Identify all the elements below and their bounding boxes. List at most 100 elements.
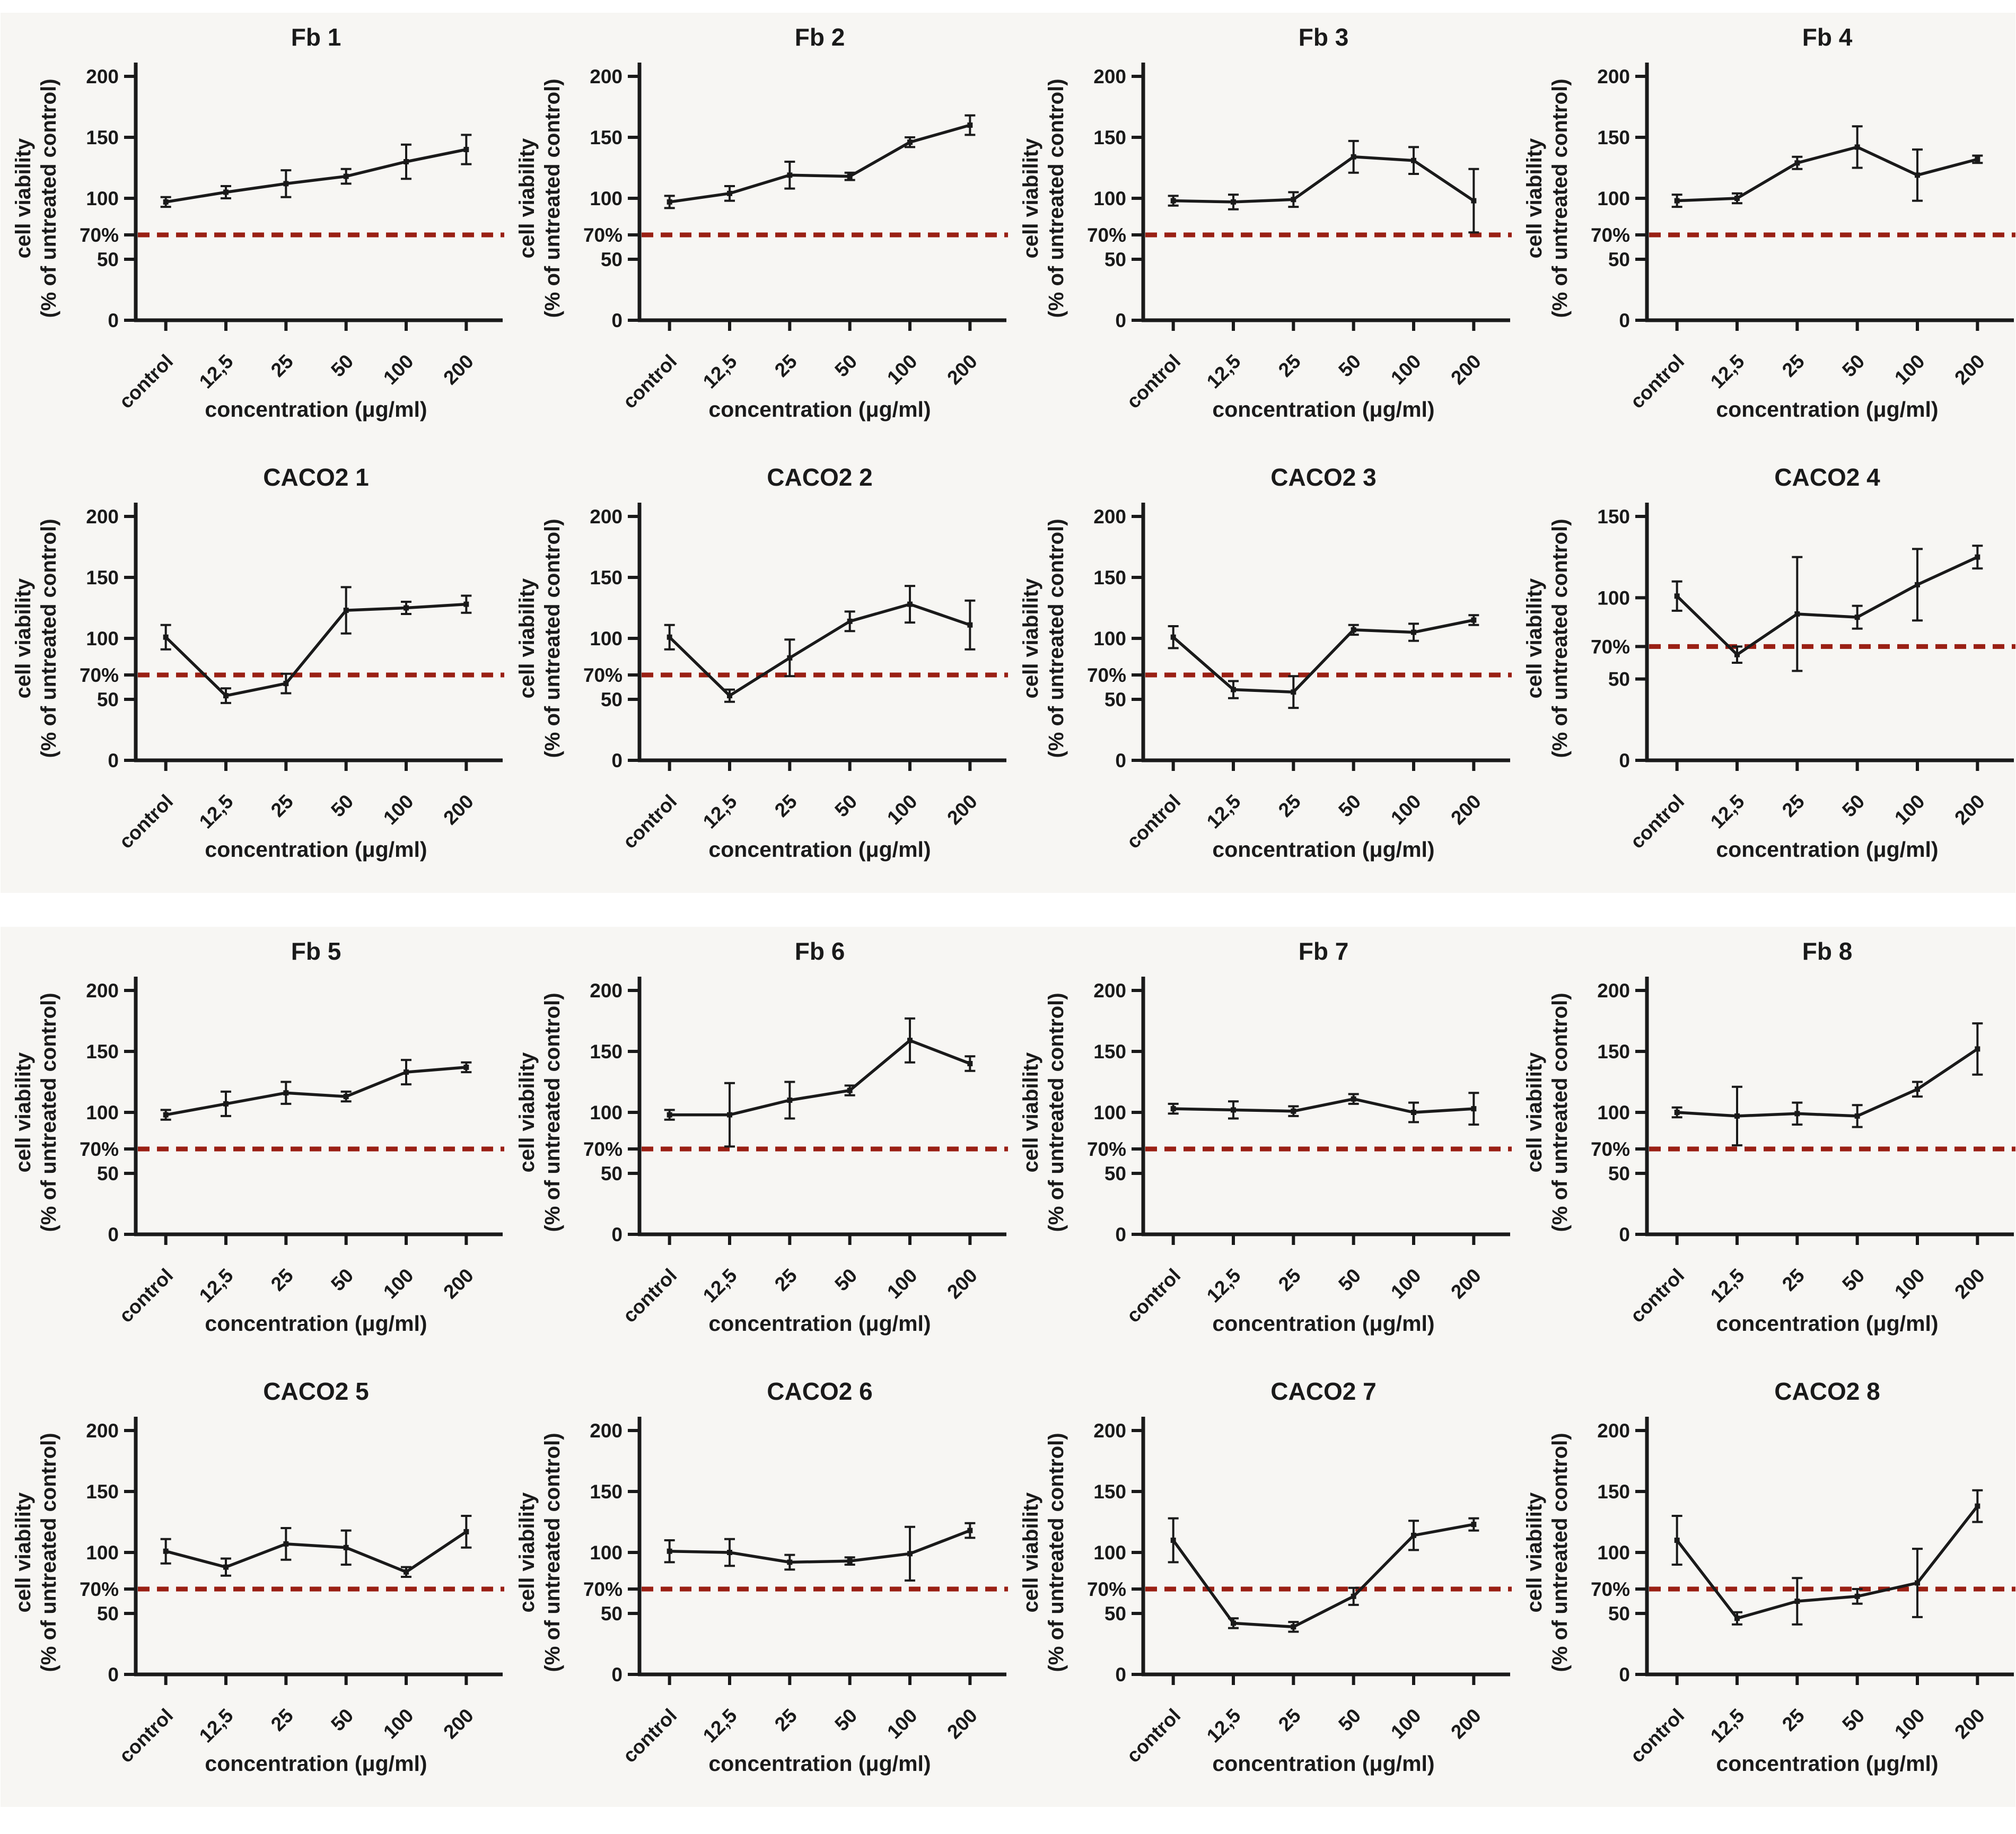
series-markers (1170, 154, 1477, 205)
series-line (669, 1529, 971, 1564)
chart-plot: CACO2 6 cell viability (% of untreated con… (515, 1377, 1008, 1776)
y-tick-label: 50 (97, 249, 119, 270)
x-tick-label: 100 (379, 350, 418, 389)
y-tick-label: 200 (1597, 66, 1630, 87)
axes (134, 1417, 503, 1677)
y-tick-label: 0 (1115, 1664, 1126, 1686)
error-bars (1671, 1489, 1983, 1626)
y-axis-label-line1: cell viability (1523, 138, 1546, 259)
x-tick-label: control (1123, 791, 1185, 853)
x-tick-label: 200 (943, 350, 981, 389)
x-tick-label: control (1123, 350, 1185, 413)
x-tick-label: 25 (267, 791, 297, 821)
y-tick-label: 50 (1105, 689, 1126, 710)
series-markers (1170, 617, 1477, 695)
x-tick-label: 100 (1890, 350, 1929, 389)
series-markers (163, 601, 469, 699)
series-line (669, 1039, 971, 1117)
y-axis-ticks: 0 50 100 150 200 (590, 506, 639, 771)
x-tick-label: 200 (1950, 791, 1989, 829)
x-tick-label: 12,5 (699, 791, 741, 833)
x-tick-label: control (115, 350, 178, 413)
x-tick-label: 25 (1778, 350, 1809, 381)
chart-panel: CACO2 8 cell viability (% of untreated con… (1512, 1367, 2015, 1807)
series-markers (1674, 554, 1980, 657)
y-tick-label: 0 (1115, 310, 1126, 331)
axes (134, 503, 503, 762)
y-tick-label: 100 (1093, 628, 1126, 650)
y-axis-label-line2: (% of untreated control) (1045, 519, 1068, 758)
y-tick-label: 0 (611, 1224, 623, 1245)
y-axis-ticks: 0 50 100 150 (1597, 506, 1647, 771)
y-axis-label-line2: (% of untreated control) (541, 519, 564, 758)
x-tick-label: control (115, 1705, 178, 1767)
chart-panel: Fb 8 cell viability (% of untreated contro… (1512, 927, 2015, 1367)
figure-grid-top: Fb 1 cell viability (% of untreated contro… (1, 0, 2016, 893)
y-tick-label: 100 (1597, 1102, 1630, 1124)
y-axis-ticks: 0 50 100 150 200 (1597, 980, 1647, 1245)
chart-title: CACO2 5 (263, 1377, 369, 1405)
y-tick-label: 100 (86, 188, 119, 209)
x-tick-label: 50 (1838, 1265, 1869, 1295)
axes (637, 63, 1006, 322)
x-tick-label: 200 (943, 1265, 981, 1303)
x-tick-label: 25 (770, 1265, 801, 1295)
y-axis-label-line1: cell viability (12, 1492, 35, 1613)
chart-panel: Fb 1 cell viability (% of untreated contro… (1, 13, 504, 453)
chart-title: CACO2 2 (767, 463, 872, 491)
x-tick-label: 200 (1950, 1705, 1989, 1743)
axes (1645, 1417, 2014, 1677)
x-tick-label: control (1626, 1705, 1689, 1767)
chart-plot: CACO2 5 cell viability (% of untreated con… (12, 1377, 504, 1776)
x-tick-label: 12,5 (699, 1265, 741, 1307)
x-tick-label: 200 (943, 1705, 981, 1743)
threshold-label: 70% (1087, 1578, 1126, 1600)
x-tick-label: 100 (1387, 350, 1425, 389)
y-axis-label-line2: (% of untreated control) (541, 78, 564, 318)
chart-panel: Fb 3 cell viability (% of untreated contro… (1008, 13, 1512, 453)
y-tick-label: 50 (601, 1163, 623, 1184)
y-axis-ticks: 0 50 100 150 200 (1093, 980, 1143, 1245)
y-tick-label: 100 (1597, 1542, 1630, 1564)
series-markers (163, 1064, 469, 1118)
x-tick-label: control (115, 791, 178, 853)
x-tick-label: 12,5 (1203, 1265, 1245, 1307)
error-bars (664, 1017, 976, 1148)
y-tick-label: 150 (590, 1481, 623, 1503)
series-markers (667, 601, 973, 699)
y-tick-label: 50 (1608, 669, 1630, 690)
threshold-label: 70% (583, 1578, 623, 1600)
error-bars (1671, 545, 1983, 672)
axes (1645, 63, 2014, 322)
x-tick-label: 12,5 (195, 1705, 238, 1747)
chart-panel: CACO2 5 cell viability (% of untreated con… (1, 1367, 504, 1807)
threshold-label: 70% (583, 664, 623, 686)
y-tick-label: 0 (1619, 1664, 1630, 1686)
y-tick-label: 150 (86, 1481, 119, 1503)
y-tick-label: 0 (611, 310, 623, 331)
x-tick-label: 50 (327, 1705, 357, 1735)
axes (134, 977, 503, 1236)
x-axis-label: concentration (μg/ml) (1212, 1311, 1434, 1336)
y-axis-label-line1: cell viability (1019, 138, 1042, 259)
y-tick-label: 100 (590, 628, 623, 650)
error-bars (664, 114, 976, 209)
y-tick-label: 100 (86, 1542, 119, 1564)
y-tick-label: 200 (86, 1420, 119, 1442)
y-axis-label-line1: cell viability (1019, 578, 1042, 699)
y-tick-label: 200 (590, 980, 623, 1002)
y-axis-label-line2: (% of untreated control) (1548, 78, 1572, 318)
threshold-label: 70% (1087, 224, 1126, 246)
y-axis-label-line2: (% of untreated control) (37, 78, 60, 318)
chart-plot: Fb 6 cell viability (% of untreated contro… (515, 937, 1008, 1336)
axes (1141, 977, 1510, 1236)
chart-panel: CACO2 6 cell viability (% of untreated con… (504, 1367, 1008, 1807)
y-axis-label-line2: (% of untreated control) (1045, 1433, 1068, 1672)
chart-plot: CACO2 3 cell viability (% of untreated con… (1019, 463, 1512, 862)
y-axis-ticks: 0 50 100 150 200 (86, 506, 136, 771)
series-markers (163, 147, 469, 205)
threshold-label: 70% (1087, 1138, 1126, 1160)
y-tick-label: 0 (611, 750, 623, 771)
y-tick-label: 150 (590, 127, 623, 148)
y-tick-label: 150 (1597, 1041, 1630, 1063)
